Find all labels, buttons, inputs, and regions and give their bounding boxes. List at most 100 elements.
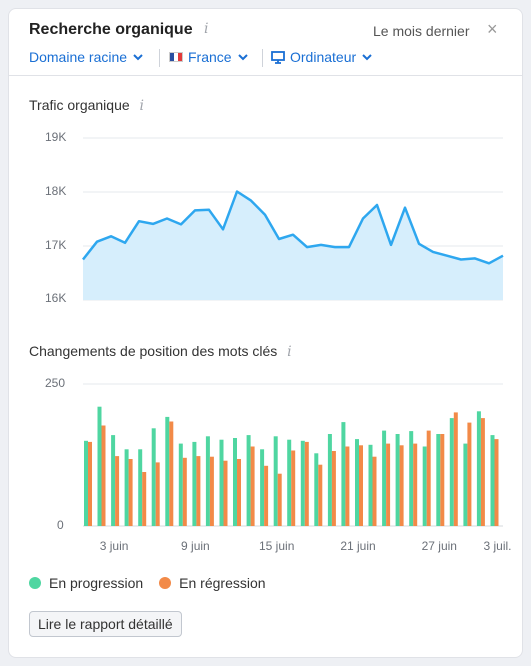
positions-title-text: Changements de position des mots clés [29, 343, 278, 359]
country-dropdown-label: France [188, 49, 232, 65]
bar-progression [382, 430, 387, 526]
device-dropdown-label: Ordinateur [290, 49, 357, 65]
traffic-title: Trafic organique i [29, 97, 144, 114]
info-icon[interactable]: i [204, 21, 209, 37]
bar-regression [155, 462, 160, 526]
traffic-chart [82, 137, 504, 301]
domain-dropdown-label: Domaine racine [29, 49, 128, 65]
bar-regression [277, 473, 282, 526]
traffic-ytick: 17K [45, 238, 67, 252]
bar-progression [205, 436, 210, 526]
bar-progression [111, 435, 116, 526]
info-icon[interactable]: i [139, 98, 145, 114]
desktop-icon [271, 50, 285, 64]
bar-progression [233, 438, 237, 526]
positions-xtick: 27 juin [422, 539, 457, 553]
traffic-title-text: Trafic organique [29, 97, 130, 113]
positions-ytick: 250 [45, 376, 66, 390]
bar-progression [449, 418, 454, 526]
bar-regression [318, 464, 323, 526]
bar-progression [463, 443, 468, 526]
bar-regression [101, 425, 106, 526]
bar-regression [331, 451, 336, 526]
bar-progression [341, 422, 346, 526]
bar-progression [178, 443, 183, 526]
bar-regression [196, 456, 201, 526]
bar-regression [88, 441, 92, 526]
card-header: Recherche organique i Le mois dernier × … [9, 9, 522, 76]
bar-progression [314, 453, 319, 526]
bar-regression [372, 456, 377, 526]
traffic-ytick: 16K [45, 291, 67, 305]
bar-progression [395, 434, 400, 526]
bar-progression [84, 440, 88, 526]
legend-dot-down [159, 577, 172, 589]
filter-separator [262, 49, 263, 67]
organic-search-card: Recherche organique i Le mois dernier × … [8, 8, 523, 658]
bar-regression [345, 446, 350, 526]
bar-progression [409, 431, 414, 526]
positions-legend: En progression En régression [29, 575, 266, 591]
bar-regression [440, 434, 445, 526]
legend-dot-up [29, 577, 41, 589]
bar-regression [223, 460, 228, 526]
positions-xtick: 21 juin [340, 539, 375, 553]
chevron-down-icon [133, 54, 143, 61]
bar-progression [246, 435, 251, 526]
bar-regression [399, 445, 404, 526]
bar-regression [291, 450, 296, 526]
bar-progression [97, 406, 102, 526]
bar-regression [250, 446, 255, 526]
bar-progression [192, 441, 197, 526]
bar-progression [219, 439, 224, 526]
info-icon[interactable]: i [287, 344, 292, 360]
bar-regression [209, 456, 214, 526]
read-report-button[interactable]: Lire le rapport détaillé [29, 611, 182, 637]
legend-down-label: En régression [179, 575, 266, 591]
legend-up-label: En progression [49, 575, 144, 591]
bar-progression [287, 439, 292, 526]
bar-progression [490, 435, 495, 526]
bar-progression [300, 440, 305, 526]
france-flag-icon [169, 52, 183, 62]
country-dropdown[interactable]: France [169, 49, 249, 65]
bar-regression [386, 443, 391, 526]
filter-separator [159, 49, 160, 67]
domain-dropdown[interactable]: Domaine racine [29, 49, 144, 65]
bar-progression [476, 411, 481, 526]
bar-progression [124, 449, 129, 526]
bar-progression [327, 434, 332, 526]
traffic-line [82, 190, 504, 265]
bar-regression [467, 422, 472, 526]
chevron-down-icon [362, 54, 372, 61]
period-label: Le mois dernier [373, 23, 470, 39]
bar-regression [169, 421, 174, 526]
positions-xtick: 15 juin [259, 539, 294, 553]
bar-regression [182, 457, 187, 526]
device-dropdown[interactable]: Ordinateur [271, 49, 373, 65]
bar-progression [138, 449, 143, 526]
positions-ytick: 0 [57, 518, 64, 532]
bar-progression [260, 449, 265, 526]
bar-regression [480, 418, 485, 526]
bar-regression [494, 439, 499, 526]
bar-regression [115, 456, 120, 526]
positions-title: Changements de position des mots clés i [29, 343, 292, 360]
bar-regression [128, 459, 133, 526]
bar-regression [304, 441, 309, 526]
traffic-ytick: 18K [45, 184, 67, 198]
chevron-down-icon [237, 54, 248, 61]
traffic-ytick: 19K [45, 130, 67, 144]
bar-regression [359, 445, 363, 526]
bar-regression [237, 459, 241, 526]
close-icon[interactable]: × [487, 19, 498, 39]
bar-regression [426, 430, 431, 526]
bar-progression [436, 434, 441, 526]
card-title: Recherche organique [29, 21, 193, 38]
positions-xtick: 3 juin [100, 539, 129, 553]
bar-progression [422, 446, 427, 526]
bar-progression [165, 416, 170, 526]
bar-progression [355, 439, 359, 526]
bar-progression [273, 436, 278, 526]
bar-progression [368, 444, 373, 526]
